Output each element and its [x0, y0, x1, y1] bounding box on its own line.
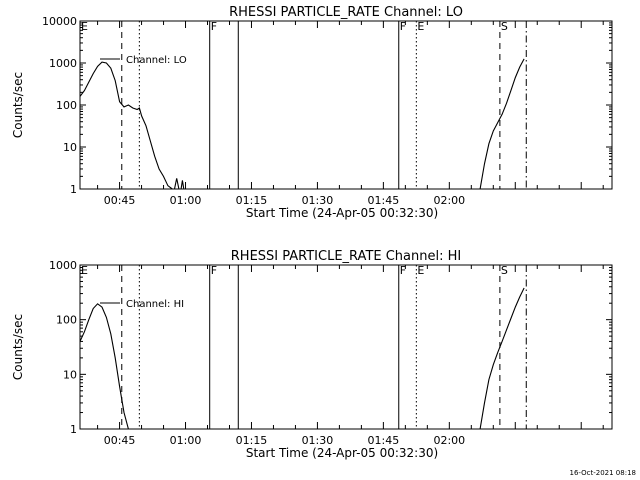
y-tick-label: 1000: [49, 259, 77, 272]
x-tick-label: 01:45: [368, 194, 400, 207]
event-marker-label: E: [417, 20, 424, 33]
y-tick-label: 10: [63, 368, 77, 381]
x-tick-label: 01:00: [170, 194, 202, 207]
event-marker-label: E: [81, 20, 88, 33]
series-line-segment: [180, 180, 185, 189]
x-tick-label: 02:00: [433, 434, 465, 447]
series-line-segment: [80, 303, 129, 429]
lo-channel-panel: RHESSI PARTICLE_RATE Channel: LO 1 10 100 10…: [11, 5, 613, 220]
event-marker-label: S: [501, 20, 508, 33]
event-marker-label: F: [211, 20, 217, 33]
series-line-segment: [479, 287, 525, 429]
hi-channel-panel: RHESSI PARTICLE_RATE Channel: HI 1 10 100 10…: [11, 249, 613, 460]
series-line-segment: [479, 58, 525, 189]
plot-frame: [79, 20, 613, 190]
y-tick-label: 1000: [49, 57, 77, 70]
y-tick-label: 100: [56, 314, 77, 327]
x-tick-label: 02:00: [433, 194, 465, 207]
x-tick-label: 00:45: [104, 194, 136, 207]
y-axis-label: Counts/sec: [11, 314, 25, 380]
event-marker-label: F: [400, 20, 406, 33]
legend-label: Channel: HI: [126, 299, 184, 310]
x-axis-label: Start Time (24-Apr-05 00:32:30): [246, 446, 438, 460]
x-tick-label: 01:15: [236, 434, 268, 447]
series-line-segment: [173, 178, 180, 189]
x-axis-label: Start Time (24-Apr-05 00:32:30): [246, 206, 438, 220]
y-tick-label: 10000: [42, 15, 77, 28]
event-marker-label: F: [400, 264, 406, 277]
chart-title: RHESSI PARTICLE_RATE Channel: LO: [229, 5, 463, 20]
y-tick-label: 1: [70, 183, 77, 196]
chart-title: RHESSI PARTICLE_RATE Channel: HI: [231, 249, 461, 264]
y-tick-label: 1: [70, 423, 77, 436]
event-marker-label: E: [417, 264, 424, 277]
x-tick-label: 01:30: [302, 434, 334, 447]
series-line-segment: [80, 61, 173, 189]
x-tick-label: 00:45: [104, 434, 136, 447]
event-marker-label: F: [211, 264, 217, 277]
x-tick-label: 01:45: [368, 434, 400, 447]
event-marker-label: S: [501, 264, 508, 277]
y-tick-label: 100: [56, 99, 77, 112]
plot-frame: [79, 264, 613, 430]
generation-timestamp: 16-Oct-2021 08:18: [570, 469, 636, 477]
x-tick-label: 01:30: [302, 194, 334, 207]
x-tick-label: 01:00: [170, 434, 202, 447]
y-axis-label: Counts/sec: [11, 72, 25, 138]
x-tick-label: 01:15: [236, 194, 268, 207]
y-tick-label: 10: [63, 141, 77, 154]
event-marker-label: E: [81, 264, 88, 277]
legend-label: Channel: LO: [126, 55, 187, 66]
